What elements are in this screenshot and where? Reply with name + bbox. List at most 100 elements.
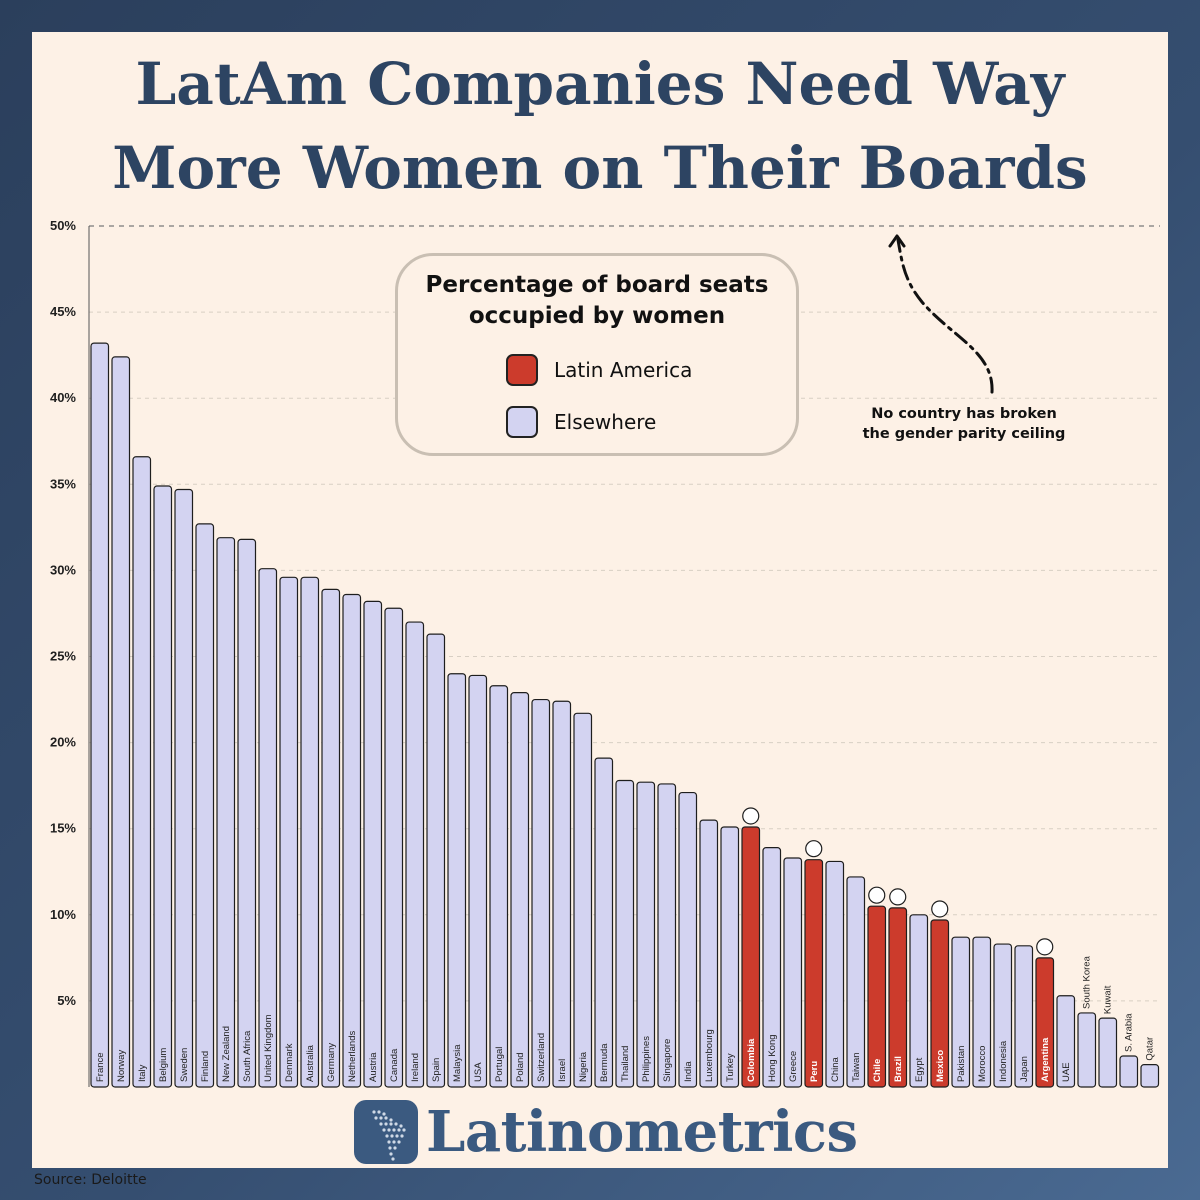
legend-item-elsewhere: Elsewhere bbox=[506, 404, 656, 440]
bar bbox=[1140, 1064, 1160, 1088]
y-tick-label: 20% bbox=[50, 735, 76, 750]
bar bbox=[783, 857, 803, 1088]
bar bbox=[930, 919, 950, 1088]
bar bbox=[510, 692, 530, 1088]
bar bbox=[258, 568, 278, 1088]
bar-label: Hong Kong bbox=[767, 1034, 778, 1082]
bar-label: Nigeria bbox=[578, 1051, 589, 1082]
flag-icon bbox=[868, 886, 886, 904]
y-tick-label: 40% bbox=[50, 390, 76, 405]
bar bbox=[1077, 1012, 1097, 1088]
bar-label: Bermuda bbox=[599, 1043, 610, 1082]
bar bbox=[237, 538, 257, 1088]
bar bbox=[342, 593, 362, 1088]
y-tick-label: 15% bbox=[50, 821, 76, 836]
bar-label: Mexico bbox=[935, 1050, 946, 1082]
bar-label: France bbox=[95, 1052, 106, 1082]
annotation: No country has broken the gender parity … bbox=[844, 404, 1084, 444]
bar bbox=[90, 342, 110, 1088]
title-line-2: More Women on Their Boards bbox=[112, 134, 1088, 202]
bar bbox=[636, 781, 656, 1088]
bar-label: China bbox=[830, 1056, 841, 1082]
bar-label: Turkey bbox=[725, 1053, 736, 1082]
bar bbox=[405, 621, 425, 1088]
bar bbox=[216, 537, 236, 1088]
bar bbox=[384, 607, 404, 1088]
bar-label: Israel bbox=[557, 1059, 568, 1082]
page-title: LatAm Companies Need Way More Women on T… bbox=[32, 42, 1168, 210]
bar-label: Norway bbox=[116, 1050, 127, 1082]
bar bbox=[573, 712, 593, 1088]
bar bbox=[1098, 1017, 1118, 1088]
bar-label: Japan bbox=[1019, 1056, 1030, 1082]
bar bbox=[174, 488, 194, 1088]
y-tick-label: 35% bbox=[50, 476, 76, 491]
bar-label: Argentina bbox=[1040, 1037, 1051, 1082]
bar-label: Greece bbox=[788, 1051, 799, 1082]
bar-label: Netherlands bbox=[347, 1031, 358, 1082]
bar bbox=[153, 485, 173, 1088]
brand-logo-icon bbox=[354, 1100, 418, 1164]
brand-name: Latinometrics bbox=[426, 1099, 858, 1165]
bar bbox=[132, 456, 152, 1088]
flag-icon bbox=[931, 900, 949, 918]
chart-panel: LatAm Companies Need Way More Women on T… bbox=[32, 32, 1168, 1188]
bar-label: UAE bbox=[1061, 1062, 1072, 1082]
y-tick-label: 5% bbox=[57, 993, 76, 1008]
bar bbox=[657, 783, 677, 1088]
bar-label: USA bbox=[473, 1062, 484, 1082]
bar bbox=[489, 685, 509, 1088]
bar-label: Austria bbox=[368, 1052, 379, 1082]
bar bbox=[993, 943, 1013, 1088]
bar-label: Thailand bbox=[620, 1046, 631, 1082]
bar-label: Pakistan bbox=[956, 1046, 967, 1082]
bar bbox=[1014, 945, 1034, 1088]
legend-label-latam: Latin America bbox=[554, 358, 693, 382]
flag-icon bbox=[805, 840, 823, 858]
bar bbox=[867, 905, 887, 1088]
annotation-line-1: No country has broken bbox=[871, 406, 1057, 422]
y-tick-label: 45% bbox=[50, 304, 76, 319]
bar-label: Qatar bbox=[1145, 1037, 1156, 1061]
bar bbox=[951, 936, 971, 1088]
bar bbox=[426, 633, 446, 1088]
y-tick-label: 25% bbox=[50, 649, 76, 664]
flag-icon bbox=[889, 888, 907, 906]
source-note: Source: Deloitte bbox=[34, 1172, 147, 1188]
legend-title-line-2: occupied by women bbox=[468, 303, 726, 329]
annotation-arrow bbox=[896, 238, 994, 394]
bar bbox=[888, 907, 908, 1088]
title-line-1: LatAm Companies Need Way bbox=[135, 50, 1065, 118]
bar bbox=[720, 826, 740, 1088]
bar bbox=[762, 847, 782, 1088]
bar bbox=[447, 673, 467, 1088]
bar-label: Luxembourg bbox=[704, 1029, 715, 1082]
bar bbox=[279, 576, 299, 1088]
bar-label: South Africa bbox=[242, 1030, 253, 1082]
bar bbox=[1056, 995, 1076, 1088]
flag-icon bbox=[1036, 938, 1054, 956]
bar-label: United Kingdom bbox=[263, 1014, 274, 1082]
bar-label: Morocco bbox=[977, 1046, 988, 1082]
legend-label-elsewhere: Elsewhere bbox=[554, 410, 657, 434]
bar-label: Kuwait bbox=[1103, 985, 1114, 1014]
annotation-line-2: the gender parity ceiling bbox=[862, 426, 1066, 442]
legend-item-latam: Latin America bbox=[506, 352, 692, 388]
map-dots-icon bbox=[372, 1110, 406, 1161]
bar bbox=[615, 779, 635, 1088]
bar bbox=[699, 819, 719, 1088]
bar-label: Spain bbox=[431, 1058, 442, 1082]
bar bbox=[552, 700, 572, 1088]
bar bbox=[531, 698, 551, 1088]
y-tick-label: 50% bbox=[50, 218, 76, 233]
bar bbox=[1035, 957, 1055, 1088]
bar-label: Canada bbox=[389, 1048, 400, 1082]
bar-label: Egypt bbox=[914, 1057, 925, 1082]
bar-label: Singapore bbox=[662, 1039, 673, 1082]
bar bbox=[846, 876, 866, 1088]
bar bbox=[972, 936, 992, 1088]
arrow-head-icon bbox=[888, 234, 906, 248]
bar bbox=[1119, 1055, 1139, 1088]
bar-label: New Zealand bbox=[221, 1026, 232, 1082]
y-tick-label: 30% bbox=[50, 562, 76, 577]
